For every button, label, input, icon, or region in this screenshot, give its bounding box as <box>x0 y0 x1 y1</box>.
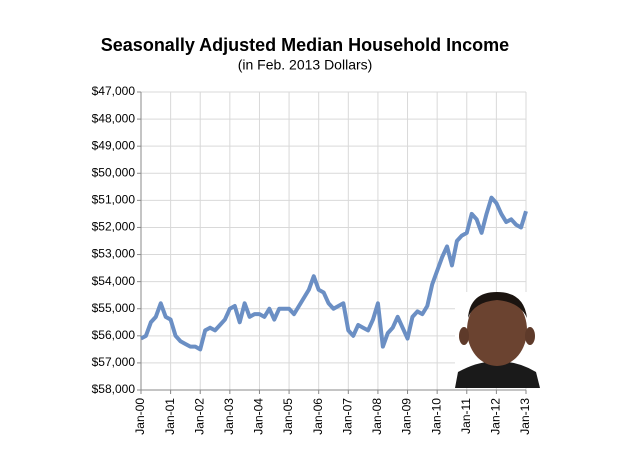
x-tick-label: Jan-01 <box>163 398 177 435</box>
data-line <box>140 195 528 352</box>
y-tick-label: $47,000 <box>92 84 136 98</box>
portrait-face <box>467 294 527 366</box>
x-tick-label: Jan-13 <box>518 398 532 435</box>
x-tick-label: Jan-11 <box>459 398 473 434</box>
x-tick-label: Jan-10 <box>429 398 443 435</box>
x-tick-label: Jan-07 <box>340 398 354 435</box>
y-tick-label: $50,000 <box>92 165 136 179</box>
chart-title: Seasonally Adjusted Median Household Inc… <box>101 35 509 55</box>
y-tick-label: $56,000 <box>92 328 136 342</box>
y-tick-label: $57,000 <box>92 355 136 369</box>
x-tick-label: Jan-12 <box>489 398 503 435</box>
portrait-hair <box>468 292 527 318</box>
y-tick-label: $48,000 <box>92 111 136 125</box>
x-tick-label: Jan-08 <box>370 398 384 435</box>
x-tick-label: Jan-02 <box>192 398 206 435</box>
y-tick-label: $49,000 <box>92 138 136 152</box>
y-tick-label: $54,000 <box>92 274 136 288</box>
y-tick-label: $55,000 <box>92 301 136 315</box>
x-tick-label: Jan-03 <box>222 398 236 435</box>
y-tick-label: $51,000 <box>92 193 136 207</box>
portrait-ear <box>459 327 469 345</box>
portrait-ear <box>525 327 535 345</box>
plot-area: $47,000 $48,000 $49,000 $50,000 $51,000 $52,0… <box>92 84 533 435</box>
y-tick-label: $52,000 <box>92 220 136 234</box>
portrait-jacket <box>455 361 540 388</box>
chart-subtitle: (in Feb. 2013 Dollars) <box>238 57 373 73</box>
x-tick-label: Jan-05 <box>281 398 295 435</box>
x-tick-label: Jan-04 <box>252 398 266 435</box>
y-tick-label: $53,000 <box>92 247 136 261</box>
x-tick-label: Jan-06 <box>311 398 325 435</box>
x-tick-label: Jan-00 <box>133 398 147 435</box>
y-tick-label: $58,000 <box>92 382 136 396</box>
x-tick-label: Jan-09 <box>400 398 414 435</box>
portrait <box>455 292 540 388</box>
